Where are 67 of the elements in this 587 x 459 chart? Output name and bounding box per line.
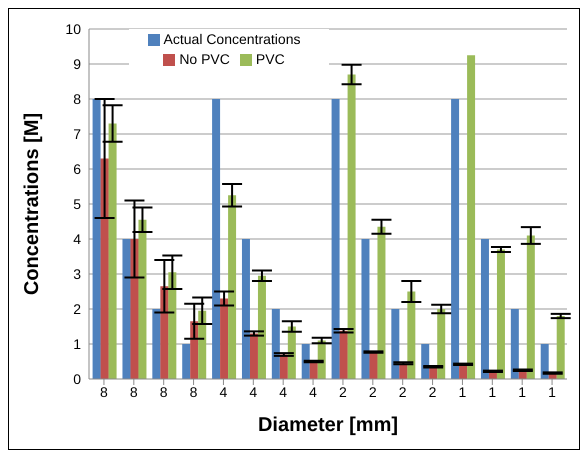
bar xyxy=(510,309,519,379)
bar xyxy=(130,239,138,379)
bar xyxy=(92,99,101,379)
x-tick-label: 2 xyxy=(339,384,348,400)
bar xyxy=(152,309,160,379)
x-tick-label: 1 xyxy=(488,384,496,400)
y-tick-label: 6 xyxy=(73,160,82,177)
bar xyxy=(272,309,280,379)
x-tick-label: 8 xyxy=(130,384,138,400)
bar xyxy=(122,239,130,379)
bar xyxy=(340,330,348,379)
x-tick-label: 4 xyxy=(279,384,288,400)
legend-label: Actual Concentrations xyxy=(164,31,300,47)
bar xyxy=(496,250,505,379)
bar xyxy=(526,236,535,379)
bar xyxy=(228,195,236,379)
bar xyxy=(451,99,460,379)
bar xyxy=(138,220,146,379)
y-tick-label: 10 xyxy=(65,20,82,37)
legend-label: PVC xyxy=(256,51,285,67)
bar xyxy=(540,344,549,379)
y-tick-label: 0 xyxy=(73,370,82,387)
bar xyxy=(100,158,109,379)
bar xyxy=(421,344,430,379)
bar xyxy=(212,99,220,379)
x-tick-label: 4 xyxy=(249,384,258,400)
bar xyxy=(369,352,378,379)
x-tick-label: 8 xyxy=(190,384,198,400)
bar xyxy=(242,239,250,379)
bar xyxy=(168,272,176,379)
x-tick-label: 1 xyxy=(548,384,556,400)
x-tick-label: 1 xyxy=(518,384,526,400)
bar xyxy=(250,334,258,379)
bar xyxy=(220,298,228,379)
x-tick-label: 2 xyxy=(428,384,437,400)
bar xyxy=(391,309,400,379)
bar xyxy=(407,292,416,379)
x-tick-label: 1 xyxy=(458,384,467,400)
bar xyxy=(377,226,386,379)
bar xyxy=(361,239,370,379)
bar xyxy=(437,309,446,379)
y-tick-label: 9 xyxy=(73,56,82,72)
legend-label: No PVC xyxy=(179,51,230,67)
y-tick-label: 3 xyxy=(73,266,82,282)
bar xyxy=(182,344,190,379)
x-tick-label: 8 xyxy=(160,384,168,400)
bar xyxy=(556,316,565,379)
y-tick-label: 5 xyxy=(73,196,82,212)
bar xyxy=(258,276,266,379)
bar xyxy=(332,99,340,379)
x-tick-label: 4 xyxy=(309,384,318,400)
x-tick-label: 2 xyxy=(368,384,377,400)
y-tick-label: 7 xyxy=(73,126,82,142)
x-axis-title: Diameter [mm] xyxy=(258,414,398,436)
y-tick-label: 2 xyxy=(73,300,82,317)
y-tick-label: 8 xyxy=(73,90,82,107)
bar xyxy=(302,344,310,379)
bar xyxy=(467,55,476,379)
bar xyxy=(348,74,356,379)
y-axis-title: Concentrations [M] xyxy=(21,112,44,296)
x-tick-label: 4 xyxy=(220,384,228,400)
bar xyxy=(480,239,489,379)
x-tick-label: 8 xyxy=(100,384,108,400)
bar xyxy=(108,124,117,379)
y-tick-label: 4 xyxy=(73,230,82,247)
y-tick-label: 1 xyxy=(73,336,82,352)
x-tick-label: 2 xyxy=(398,384,407,400)
